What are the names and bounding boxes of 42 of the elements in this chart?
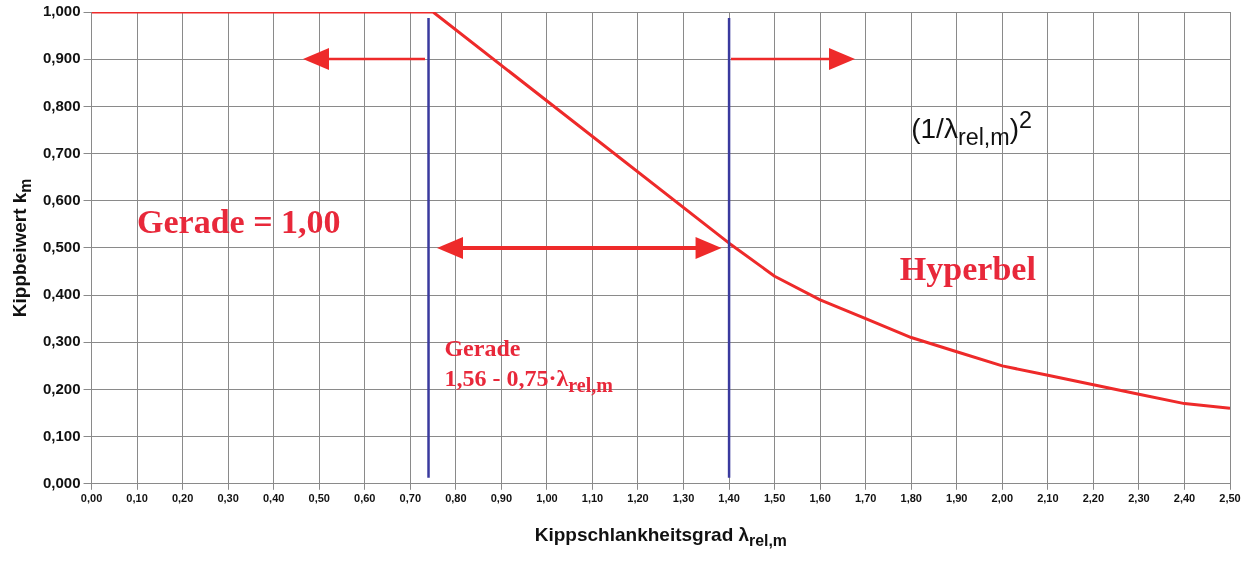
- x-tick-label: 0,40: [262, 492, 285, 505]
- annotation: Hyperbel: [899, 248, 1036, 289]
- x-tick-label: 0,30: [217, 492, 239, 505]
- x-tick-label: 0,80: [445, 492, 467, 505]
- y-tick-label: 0,500: [42, 238, 81, 256]
- x-tick-label: 0,70: [399, 492, 422, 505]
- x-tick-label: 0,10: [126, 492, 148, 505]
- annotation: (1/λ$_{rel,m}$)$^{2}$: [911, 106, 1033, 153]
- y-tick-label: 0,000: [42, 473, 81, 491]
- x-tick-label: 0,60: [354, 492, 376, 505]
- x-tick-label: 0,20: [171, 492, 194, 505]
- x-tick-label: 1,20: [627, 492, 649, 505]
- y-tick-label: 1,000: [42, 2, 81, 20]
- x-tick-label: 1,40: [718, 492, 740, 505]
- annotation: Gerade 1,56 - 0,75·λ$_{rel,m}$: [444, 333, 613, 398]
- x-tick-label: 2,20: [1082, 492, 1105, 505]
- x-tick-label: 1,30: [672, 492, 695, 505]
- x-tick-label: 2,10: [1037, 492, 1059, 505]
- x-tick-label: 1,00: [536, 492, 558, 505]
- y-tick-label: 0,900: [42, 49, 81, 67]
- annotation: Gerade = 1,00: [137, 201, 341, 242]
- y-tick-label: 0,400: [42, 285, 81, 303]
- y-tick-label: 0,600: [42, 190, 81, 208]
- x-tick-label: 2,40: [1173, 492, 1196, 505]
- x-tick-label: 1,90: [946, 492, 968, 505]
- x-tick-label: 0,00: [80, 492, 103, 505]
- x-tick-label: 0,50: [308, 492, 330, 505]
- x-tick-label: 2,00: [991, 492, 1014, 505]
- y-tick-label: 0,800: [42, 96, 81, 114]
- x-tick-label: 1,80: [900, 492, 922, 505]
- x-tick-label: 1,50: [763, 492, 786, 505]
- x-tick-label: 2,30: [1128, 492, 1150, 505]
- y-tick-label: 0,700: [42, 143, 81, 161]
- x-tick-label: 1,60: [809, 492, 831, 505]
- y-tick-label: 0,300: [42, 332, 81, 350]
- x-tick-label: 0,90: [490, 492, 513, 505]
- x-tick-label: 2,50: [1219, 492, 1241, 505]
- y-tick-label: 0,200: [42, 379, 81, 397]
- x-axis-title: Kippschlankheitsgrad λ$_{rel,m}$: [534, 523, 787, 550]
- y-tick-label: 0,100: [42, 426, 81, 444]
- x-tick-label: 1,10: [581, 492, 604, 505]
- x-tick-label: 1,70: [854, 492, 877, 505]
